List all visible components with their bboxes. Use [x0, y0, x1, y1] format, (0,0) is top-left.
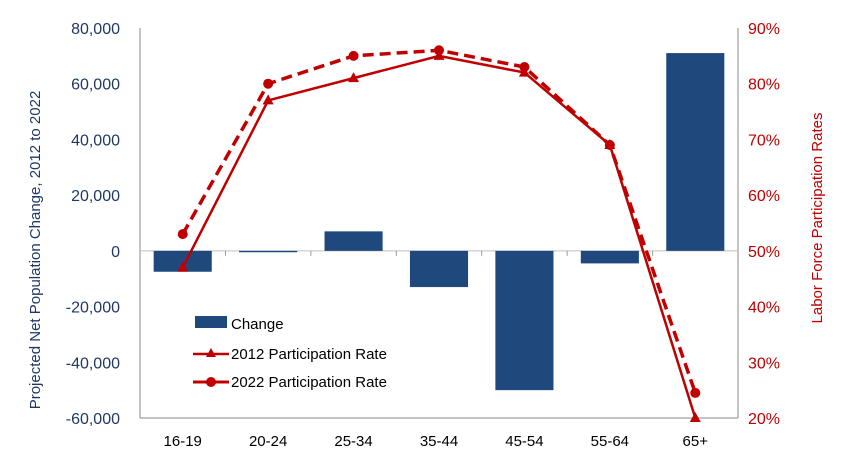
bar-20-24 [239, 250, 298, 253]
x-tick-label: 20-24 [249, 433, 287, 450]
legend-label-2022: 2022 Participation Rate [231, 374, 387, 391]
x-tick-label: 35-44 [420, 433, 458, 450]
legend: Change 2012 Participation Rate 2022 Part… [193, 316, 387, 391]
left-tick-label: -60,000 [66, 411, 120, 428]
right-tick-label: 80% [748, 77, 780, 94]
bar-55-64 [580, 250, 639, 264]
line-2012-participation [181, 54, 697, 419]
legend-marker-2022 [206, 377, 216, 387]
right-tick-label: 90% [748, 21, 780, 38]
x-tick-label: 45-54 [505, 433, 543, 450]
marker-2012-25-34 [348, 72, 360, 83]
right-tick-label: 20% [748, 411, 780, 428]
marker-2022-45-54 [519, 62, 530, 72]
left-tick-label: -40,000 [66, 355, 120, 372]
marker-2012-16-19 [177, 261, 189, 272]
marker-2022-16-19 [177, 229, 188, 240]
right-tick-label: 50% [748, 244, 780, 261]
plot-area [139, 28, 739, 419]
right-axis-title: Labor Force Participation Rates [809, 113, 826, 324]
marker-2022-55-64 [604, 140, 615, 150]
legend-label-change: Change [231, 316, 284, 333]
marker-2022-25-34 [348, 50, 359, 61]
x-tick-label: 16-19 [164, 433, 202, 450]
right-tick-label: 40% [748, 300, 780, 317]
bar-45-54 [495, 250, 554, 391]
left-tick-label: 0 [111, 244, 120, 261]
left-tick-label: -20,000 [66, 300, 120, 317]
bar-25-34 [324, 231, 383, 251]
line-2022-participation [181, 48, 697, 394]
line-series [177, 45, 701, 422]
legend-marker-2012 [206, 348, 216, 357]
left-tick-label: 80,000 [71, 21, 120, 38]
bar-series-change [153, 53, 725, 391]
left-tick-label: 20,000 [71, 188, 120, 205]
x-axis-ticks: 16-19 20-24 25-34 35-44 45-54 55-64 65+ [164, 433, 709, 450]
right-axis-ticks: 20% 30% 40% 50% 60% 70% 80% 90% [748, 21, 780, 428]
left-tick-label: 40,000 [71, 132, 120, 149]
bar-35-44 [409, 250, 469, 288]
marker-2022-20-24 [263, 78, 274, 89]
left-axis-title: Projected Net Population Change, 2012 to… [27, 91, 44, 410]
legend-swatch-change [195, 316, 227, 328]
legend-label-2012: 2012 Participation Rate [231, 346, 387, 363]
bar-65+ [666, 53, 725, 251]
x-tick-label: 25-34 [334, 433, 372, 450]
marker-2012-65+ [689, 412, 701, 422]
marker-2012-20-24 [262, 94, 274, 105]
bar-16-19 [153, 250, 212, 272]
x-tick-label: 65+ [683, 433, 709, 450]
right-tick-label: 30% [748, 355, 780, 372]
right-tick-label: 70% [748, 132, 780, 149]
left-axis-ticks: -60,000 -40,000 -20,000 0 20,000 40,000 60,000… [66, 21, 120, 428]
left-tick-label: 60,000 [71, 77, 120, 94]
x-tick-label: 55-64 [591, 433, 629, 450]
marker-2022-35-44 [434, 45, 444, 56]
right-tick-label: 60% [748, 188, 780, 205]
marker-2022-65+ [690, 387, 701, 398]
